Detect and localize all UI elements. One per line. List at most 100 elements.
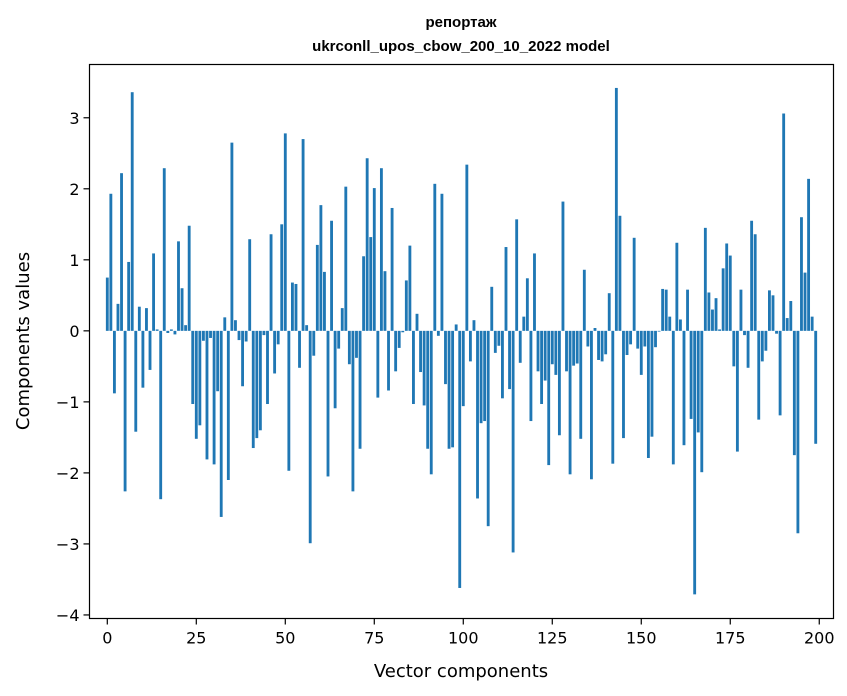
- bar: [689, 330, 693, 419]
- bar: [593, 328, 597, 331]
- bar: [636, 330, 640, 349]
- bar: [650, 330, 654, 437]
- bar: [664, 289, 668, 331]
- bar: [112, 330, 116, 394]
- bar: [323, 271, 326, 331]
- bar: [614, 87, 618, 331]
- x-axis-label: Vector components: [374, 661, 548, 682]
- x-tick-label: 25: [186, 629, 206, 648]
- bar: [693, 330, 697, 595]
- bar: [668, 316, 672, 331]
- bar: [728, 255, 732, 331]
- bar: [479, 330, 483, 424]
- bar: [219, 330, 223, 517]
- bar: [753, 234, 757, 331]
- bar: [234, 320, 237, 331]
- bar: [721, 268, 725, 331]
- bar: [529, 330, 533, 422]
- bar: [696, 330, 700, 433]
- bar: [515, 219, 519, 331]
- bar: [105, 277, 109, 331]
- bar: [572, 330, 576, 366]
- bar: [344, 186, 348, 331]
- x-tick-label: 175: [715, 629, 746, 648]
- bar: [657, 330, 661, 332]
- bar: [397, 330, 401, 348]
- bar: [194, 330, 198, 439]
- bar: [604, 330, 608, 355]
- bar: [607, 293, 611, 331]
- bar: [305, 325, 309, 331]
- bar: [145, 308, 148, 331]
- bar: [764, 330, 768, 351]
- bar: [187, 225, 191, 331]
- bar: [632, 237, 636, 331]
- bar: [625, 330, 629, 355]
- bar: [198, 330, 202, 426]
- bar: [686, 289, 689, 331]
- bar: [757, 330, 761, 420]
- bar: [732, 330, 736, 367]
- bar: [490, 286, 494, 331]
- bar: [778, 330, 782, 416]
- bar: [433, 183, 437, 331]
- y-tick-label: −4: [56, 606, 80, 625]
- bar: [568, 330, 572, 475]
- y-tick-label: −2: [56, 464, 80, 483]
- bar: [501, 330, 504, 399]
- bar: [137, 306, 141, 331]
- bar: [237, 330, 241, 341]
- bar: [504, 247, 508, 331]
- bar: [476, 330, 479, 499]
- bar: [618, 215, 622, 331]
- x-tick-label: 100: [448, 629, 479, 648]
- bar: [173, 330, 177, 335]
- bar: [800, 217, 803, 331]
- bar: [760, 330, 764, 362]
- bar: [792, 330, 796, 456]
- bar: [511, 330, 515, 553]
- bar: [116, 303, 120, 331]
- bar: [703, 227, 707, 331]
- bar: [298, 330, 301, 368]
- bar: [454, 324, 458, 331]
- bar: [394, 330, 398, 372]
- bar: [682, 330, 686, 446]
- bar: [401, 330, 405, 333]
- bar: [700, 330, 704, 473]
- bar: [522, 316, 526, 331]
- bar: [358, 330, 362, 449]
- bar: [301, 139, 305, 331]
- bar: [184, 325, 188, 331]
- bar: [775, 330, 778, 334]
- bar: [127, 261, 131, 331]
- bar: [525, 278, 529, 331]
- bar: [365, 158, 369, 331]
- bar: [166, 330, 170, 333]
- bar: [148, 330, 152, 370]
- y-axis-label: Components values: [13, 252, 34, 430]
- bar: [248, 239, 252, 331]
- bar: [429, 330, 433, 475]
- bar: [771, 295, 775, 331]
- bar: [415, 313, 419, 331]
- bar: [661, 288, 665, 331]
- bar: [337, 330, 341, 349]
- bar: [718, 329, 722, 331]
- bar: [177, 241, 180, 331]
- x-tick-label: 150: [626, 629, 657, 648]
- x-tick-label: 200: [804, 629, 835, 648]
- bar: [226, 330, 230, 480]
- bar: [440, 193, 444, 331]
- bar: [597, 330, 600, 360]
- y-tick-label: 2: [69, 180, 79, 199]
- bar: [547, 330, 551, 466]
- bar: [408, 245, 412, 331]
- bar: [493, 330, 497, 353]
- bar: [287, 330, 291, 471]
- bar: [785, 318, 789, 331]
- bar: [468, 330, 472, 362]
- bar: [212, 330, 216, 465]
- bar: [472, 320, 476, 331]
